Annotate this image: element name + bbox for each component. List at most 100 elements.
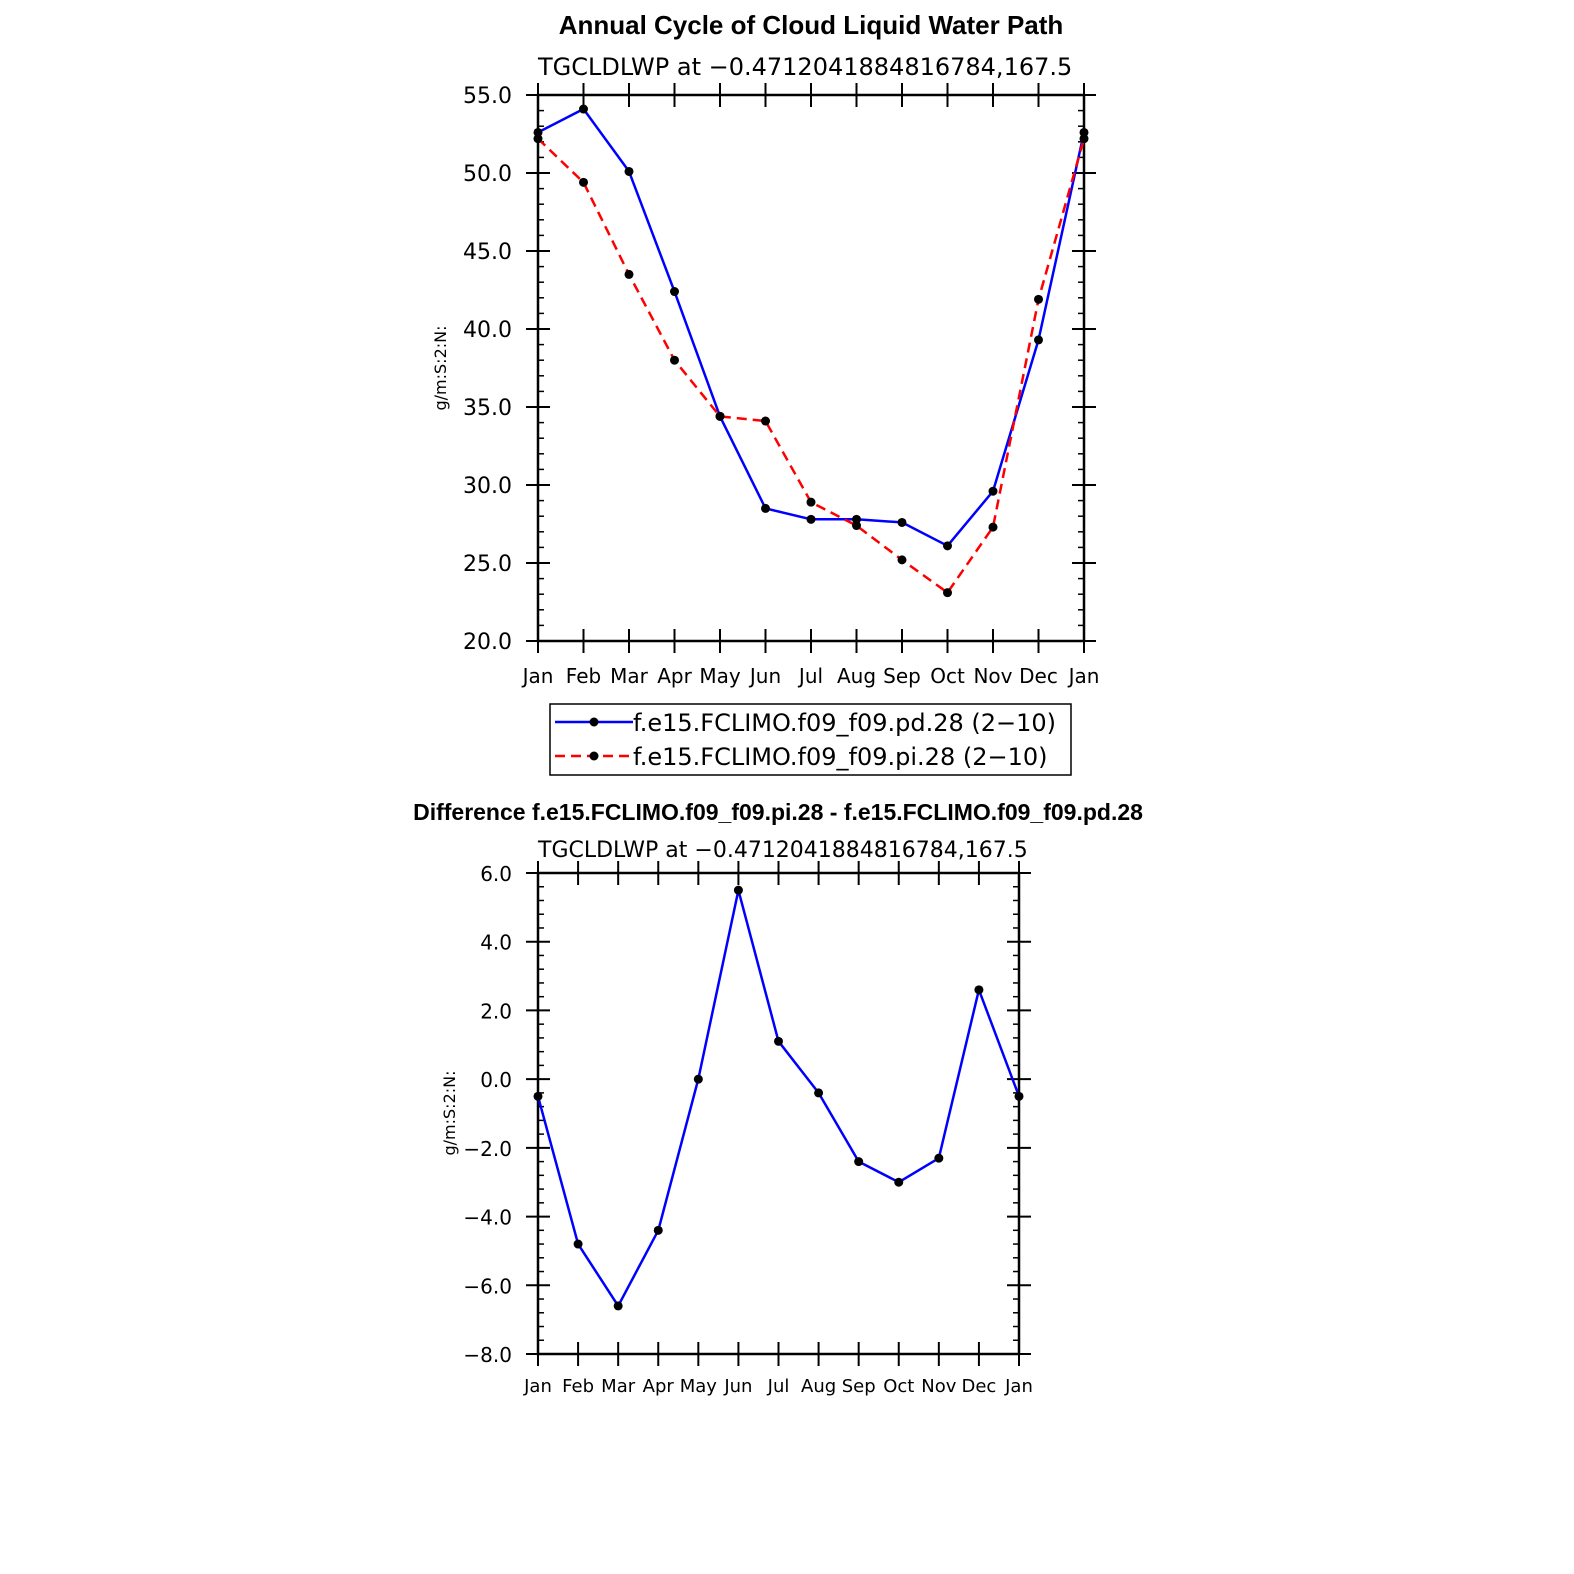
annual-cycle-series-point-0 bbox=[624, 166, 634, 176]
difference-xtick-label: May bbox=[680, 1376, 718, 1397]
annual-cycle-ytick-label: 35.0 bbox=[463, 396, 512, 421]
annual-cycle-xtick-label: Oct bbox=[930, 664, 965, 688]
difference-ytick-label: −4.0 bbox=[463, 1206, 512, 1230]
legend-box bbox=[549, 703, 1072, 776]
difference-xtick-label: Jan bbox=[523, 1376, 552, 1397]
annual-cycle-series-point-1 bbox=[943, 588, 952, 598]
difference-series-point-0 bbox=[974, 985, 984, 995]
annual-cycle-ytick-label: 50.0 bbox=[463, 162, 512, 187]
annual-cycle-series-point-1 bbox=[579, 177, 588, 187]
annual-cycle-series-line-0 bbox=[537, 107, 1086, 548]
annual-cycle-ytick-label: 55.0 bbox=[463, 84, 512, 109]
difference-xtick-label: Apr bbox=[643, 1376, 675, 1397]
annual-cycle-series-point-0 bbox=[1079, 127, 1089, 137]
legend-entry-pd: f.e15.FCLIMO.f09_f09.pd.28 (2−10) bbox=[555, 709, 1056, 737]
annual-cycle-series-point-1 bbox=[761, 416, 770, 426]
annual-cycle-xtick-label: Apr bbox=[657, 664, 692, 688]
annual-cycle-series-point-0 bbox=[533, 127, 543, 137]
difference-series-point-0 bbox=[533, 1091, 543, 1101]
annual-cycle-series-point-1 bbox=[852, 521, 861, 531]
annual-cycle-series-point-0 bbox=[761, 503, 770, 513]
difference-series-point-0 bbox=[854, 1157, 864, 1167]
difference-series-point-0 bbox=[653, 1225, 663, 1235]
difference-ytick-label: 4.0 bbox=[480, 931, 512, 955]
annual-cycle-series-point-0 bbox=[579, 104, 588, 114]
difference-ylabel: g/m:S:2:N: bbox=[440, 1071, 459, 1156]
difference-series-point-0 bbox=[573, 1239, 583, 1249]
legend-marker-pi bbox=[589, 751, 599, 761]
difference-xtick-label: Dec bbox=[961, 1376, 996, 1397]
difference-xtick-label: Oct bbox=[883, 1376, 914, 1397]
annual-cycle-series-point-1 bbox=[1034, 294, 1043, 304]
annual-cycle-series-line-1 bbox=[537, 137, 1086, 594]
annual-cycle-ytick-label: 45.0 bbox=[463, 240, 512, 265]
difference-ytick-label: −6.0 bbox=[463, 1274, 512, 1298]
difference-series-point-0 bbox=[693, 1074, 703, 1084]
annual-cycle-xtick-label: Feb bbox=[566, 664, 601, 688]
difference-xtick-label: Nov bbox=[921, 1376, 956, 1397]
difference-series-point-0 bbox=[894, 1177, 904, 1187]
annual-cycle-xtick-label: Aug bbox=[837, 664, 876, 688]
annual-cycle-series-point-0 bbox=[670, 287, 679, 297]
difference-plot-frame bbox=[536, 871, 1021, 1356]
difference-series-point-0 bbox=[934, 1153, 944, 1163]
difference-series-point-0 bbox=[814, 1088, 824, 1098]
annual-cycle-series-point-0 bbox=[852, 514, 861, 524]
annual-cycle-xtick-label: Jun bbox=[748, 664, 781, 688]
legend-label-pi: f.e15.FCLIMO.f09_f09.pi.28 (2−10) bbox=[633, 743, 1047, 771]
difference-series-line-0 bbox=[536, 888, 1021, 1308]
difference-xtick-label: Mar bbox=[601, 1376, 636, 1397]
annual-cycle-series-point-1 bbox=[1079, 134, 1089, 144]
difference-xtick-label: Jul bbox=[767, 1376, 790, 1397]
annual-cycle-series-point-1 bbox=[533, 134, 543, 144]
annual-cycle-series-point-0 bbox=[943, 541, 952, 551]
annual-cycle-xtick-label: Nov bbox=[973, 664, 1012, 688]
annual-cycle-ylabel: g/m:S:2:N: bbox=[431, 326, 450, 411]
difference-xtick-label: Jun bbox=[723, 1376, 752, 1397]
annual-cycle-series-point-1 bbox=[670, 355, 679, 365]
annual-cycle-series-point-0 bbox=[806, 514, 816, 524]
annual-cycle-subtitle: TGCLDLWP at −0.4712041884816784,167.5 bbox=[537, 53, 1072, 81]
legend-marker-pd bbox=[589, 717, 599, 727]
annual-cycle-xtick-label: Sep bbox=[883, 664, 921, 688]
difference-series-point-0 bbox=[733, 885, 743, 895]
difference-ytick-label: 2.0 bbox=[480, 999, 512, 1023]
annual-cycle-series-point-1 bbox=[624, 269, 634, 279]
annual-cycle-series-point-0 bbox=[988, 486, 998, 496]
annual-cycle-ytick-label: 30.0 bbox=[463, 474, 512, 499]
annual-cycle-series-point-1 bbox=[806, 497, 816, 507]
legend-entry-pi: f.e15.FCLIMO.f09_f09.pi.28 (2−10) bbox=[555, 743, 1047, 771]
difference-series-point-0 bbox=[774, 1036, 783, 1046]
difference-subtitle: TGCLDLWP at −0.4712041884816784,167.5 bbox=[537, 838, 1028, 863]
annual-cycle-title: Annual Cycle of Cloud Liquid Water Path bbox=[559, 10, 1064, 40]
annual-cycle-series-point-0 bbox=[1034, 335, 1043, 345]
difference-series-point-0 bbox=[613, 1301, 623, 1311]
difference-xtick-label: Feb bbox=[562, 1376, 594, 1397]
annual-cycle-xtick-label: Mar bbox=[610, 664, 649, 688]
annual-cycle-xtick-label: Jan bbox=[1067, 664, 1100, 688]
annual-cycle-ytick-label: 20.0 bbox=[463, 630, 512, 655]
difference-ytick-label: −8.0 bbox=[463, 1343, 512, 1367]
annual-cycle-legend: f.e15.FCLIMO.f09_f09.pd.28 (2−10) f.e15.… bbox=[549, 703, 1072, 776]
annual-cycle-chart: Annual Cycle of Cloud Liquid Water Path … bbox=[431, 10, 1100, 776]
legend-label-pd: f.e15.FCLIMO.f09_f09.pd.28 (2−10) bbox=[633, 709, 1056, 737]
difference-xtick-label: Sep bbox=[842, 1376, 876, 1397]
annual-cycle-xtick-label: Jul bbox=[797, 664, 823, 688]
annual-cycle-series-point-0 bbox=[897, 517, 907, 527]
annual-cycle-xtick-label: Jan bbox=[521, 664, 554, 688]
annual-cycle-series-point-1 bbox=[715, 411, 725, 421]
difference-chart: Difference f.e15.FCLIMO.f09_f09.pi.28 - … bbox=[413, 799, 1143, 1397]
annual-cycle-ytick-label: 25.0 bbox=[463, 552, 512, 577]
difference-title: Difference f.e15.FCLIMO.f09_f09.pi.28 - … bbox=[413, 799, 1143, 825]
difference-xtick-label: Jan bbox=[1004, 1376, 1033, 1397]
difference-ytick-label: 6.0 bbox=[480, 862, 512, 886]
annual-cycle-series-point-1 bbox=[897, 555, 907, 565]
annual-cycle-xtick-label: Dec bbox=[1019, 664, 1058, 688]
annual-cycle-plot-frame bbox=[536, 93, 1086, 643]
difference-series-point-0 bbox=[1014, 1091, 1024, 1101]
difference-ytick-label: 0.0 bbox=[480, 1068, 512, 1092]
difference-ytick-label: −2.0 bbox=[463, 1137, 512, 1161]
annual-cycle-ytick-label: 40.0 bbox=[463, 318, 512, 343]
annual-cycle-series-point-1 bbox=[988, 522, 998, 532]
